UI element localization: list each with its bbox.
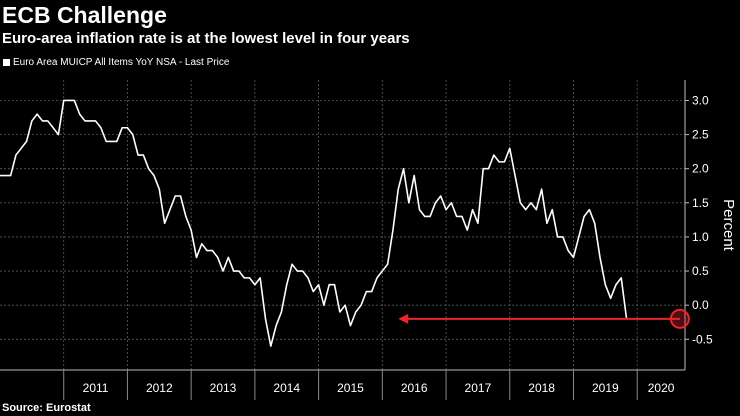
- annotation-highlight-circle: [669, 308, 690, 329]
- y-tick-label: 2.5: [692, 128, 709, 142]
- x-tick-label: 2016: [401, 381, 428, 395]
- legend-label: Euro Area MUICP All Items YoY NSA - Last…: [13, 57, 230, 68]
- y-tick-label: 0.5: [692, 264, 709, 278]
- series-layer: [0, 99, 628, 347]
- annotation-layer: [398, 308, 690, 329]
- y-tick-label: 1.0: [692, 230, 709, 244]
- chart-subtitle: Euro-area inflation rate is at the lowes…: [2, 30, 410, 47]
- chart-title: ECB Challenge: [2, 2, 167, 28]
- y-tick-label: 1.5: [692, 196, 709, 210]
- y-tick-label: 3.0: [692, 93, 709, 107]
- x-tick-label: 2014: [273, 381, 300, 395]
- x-tick-label: 2018: [528, 381, 555, 395]
- x-tick-label: 2015: [337, 381, 364, 395]
- annotation-arrow-head: [398, 313, 409, 324]
- y-tick-label: 2.0: [692, 162, 709, 176]
- series-line: [0, 99, 628, 347]
- x-tick-label: 2017: [465, 381, 492, 395]
- x-axis: 2011 2012 2013 2014 2015 2016 2017 2018 2019 2020: [0, 369, 685, 400]
- y-axis: 3.0 2.5 2.0 1.5 1.0 0.5 0.0 -0.5: [684, 80, 713, 370]
- x-tick-label: 2020: [648, 381, 675, 395]
- legend-swatch: [3, 59, 10, 66]
- y-tick-label: 0.0: [692, 298, 709, 312]
- x-tick-label: 2011: [83, 381, 109, 395]
- y-tick-label: -0.5: [692, 332, 713, 346]
- legend: Euro Area MUICP All Items YoY NSA - Last…: [3, 57, 229, 68]
- x-tick-label: 2019: [592, 381, 619, 395]
- x-tick-label: 2013: [210, 381, 237, 395]
- source-note: Source: Eurostat: [2, 402, 91, 414]
- y-axis-title: Percent: [720, 199, 737, 252]
- x-tick-label: 2012: [146, 381, 173, 395]
- gridlines: [0, 80, 685, 370]
